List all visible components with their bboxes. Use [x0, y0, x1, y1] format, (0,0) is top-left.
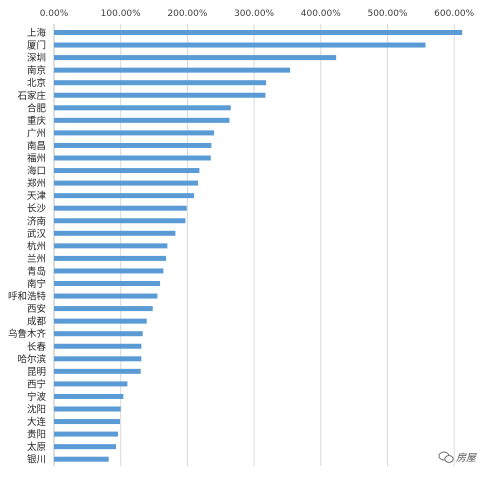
x-tick-label: 400.00%: [301, 9, 341, 19]
watermark: 房屋: [438, 451, 477, 464]
bar: [54, 444, 117, 450]
x-tick-label: 500.00%: [367, 9, 407, 19]
bar: [54, 343, 142, 349]
category-label: 北京: [27, 77, 46, 89]
bar: [54, 406, 121, 412]
bar: [54, 293, 158, 299]
bar: [54, 55, 337, 61]
gridlines: [120, 24, 455, 466]
bar: [54, 205, 187, 211]
watermark-text: 房屋: [456, 452, 477, 464]
bar: [54, 92, 266, 98]
category-label: 杭州: [27, 240, 46, 252]
category-label: 深圳: [27, 53, 46, 64]
bar: [54, 268, 164, 274]
bar: [54, 67, 291, 73]
bar: [54, 255, 167, 261]
x-tick-label: 600.00%: [434, 9, 474, 19]
bar: [54, 419, 121, 425]
bar: [54, 142, 212, 148]
bar: [54, 30, 463, 35]
bar: [54, 130, 215, 136]
bar: [54, 168, 200, 174]
category-label: 长春: [27, 341, 47, 353]
category-label: 呼和浩特: [8, 291, 47, 303]
bar: [54, 456, 109, 462]
bar: [54, 117, 230, 123]
category-label: 成都: [27, 316, 47, 328]
bar: [54, 368, 141, 374]
category-label: 青岛: [27, 265, 46, 277]
x-tick-label: 200.00%: [167, 9, 207, 19]
category-label: 南宁: [27, 278, 46, 290]
wechat-icon: [438, 451, 454, 463]
category-label: 福州: [27, 153, 46, 165]
category-label: 大连: [27, 416, 47, 428]
category-label: 郑州: [27, 178, 46, 190]
category-label: 天津: [27, 191, 47, 202]
x-tick-label: 300.00%: [234, 9, 274, 19]
category-label: 银川: [27, 454, 46, 466]
category-labels: 上海厦门深圳南京北京石家庄合肥重庆广州南昌福州海口郑州天津长沙济南武汉杭州兰州青…: [8, 27, 47, 466]
category-label: 兰州: [27, 253, 46, 265]
x-tick-label: 100.00%: [101, 9, 141, 19]
category-label: 石家庄: [17, 90, 46, 102]
x-axis-ticks: 0.00% 100.00% 200.00% 300.00% 400.00% 500.00%…: [40, 9, 475, 19]
category-label: 武汉: [27, 228, 47, 240]
bar: [54, 431, 119, 437]
category-label: 济南: [27, 215, 46, 227]
bar: [54, 155, 211, 161]
bar: [54, 230, 176, 236]
category-label: 广州: [27, 127, 46, 139]
category-label: 沈阳: [27, 404, 46, 416]
category-label: 乌鲁木齐: [8, 328, 47, 340]
bar: [54, 306, 153, 312]
bar: [54, 180, 199, 186]
category-label: 西安: [27, 303, 46, 315]
category-label: 昆明: [27, 367, 46, 378]
category-label: 太原: [27, 441, 46, 453]
bar: [54, 193, 195, 199]
bar: [54, 381, 128, 387]
bar: [54, 331, 143, 337]
category-label: 南京: [27, 65, 46, 77]
bar: [54, 218, 186, 224]
bar: [54, 243, 168, 249]
category-label: 西宁: [27, 378, 46, 390]
category-label: 南昌: [27, 140, 46, 152]
category-label: 上海: [27, 27, 47, 39]
category-label: 宁波: [27, 391, 47, 403]
bar: [54, 281, 161, 286]
bar: [54, 105, 231, 111]
category-label: 海口: [27, 165, 46, 177]
x-tick-label: 0.00%: [40, 9, 69, 19]
category-label: 哈尔滨: [17, 353, 46, 365]
category-label: 长沙: [27, 203, 47, 215]
bar: [54, 42, 426, 48]
category-label: 贵阳: [27, 429, 46, 441]
bar: [54, 356, 142, 362]
bar: [54, 80, 267, 86]
bars: [54, 30, 463, 462]
bar: [54, 393, 124, 399]
category-label: 厦门: [27, 40, 46, 52]
category-label: 合肥: [27, 102, 47, 114]
category-label: 重庆: [27, 115, 47, 127]
bar: [54, 318, 147, 324]
